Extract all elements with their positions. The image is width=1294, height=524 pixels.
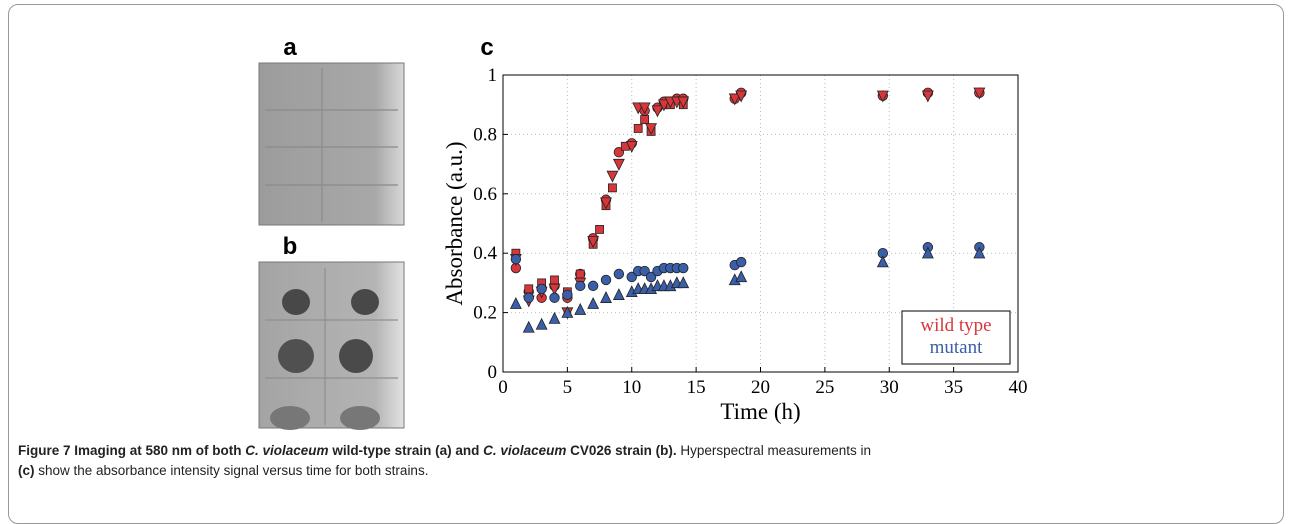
caption: Figure 7 Imaging at 580 nm of both C. vi… bbox=[18, 441, 1278, 481]
x-tick-label: 10 bbox=[622, 377, 641, 398]
point bbox=[562, 289, 573, 300]
point bbox=[574, 302, 587, 315]
point bbox=[638, 102, 651, 115]
x-tick-label: 40 bbox=[1009, 377, 1028, 398]
point bbox=[587, 236, 600, 249]
legend-box bbox=[901, 310, 1011, 365]
point bbox=[876, 90, 889, 103]
point bbox=[587, 296, 600, 309]
point bbox=[626, 271, 637, 283]
point bbox=[536, 283, 547, 295]
point bbox=[613, 268, 625, 280]
x-tick-label: 30 bbox=[880, 377, 899, 398]
point bbox=[600, 291, 612, 303]
legend-label: mutant bbox=[930, 337, 983, 358]
axes-box bbox=[502, 74, 1019, 373]
point bbox=[600, 274, 612, 286]
point bbox=[523, 292, 534, 303]
point bbox=[645, 123, 658, 136]
point bbox=[535, 317, 548, 330]
point bbox=[639, 265, 650, 277]
point bbox=[728, 93, 741, 106]
point bbox=[595, 225, 604, 234]
point bbox=[575, 280, 586, 292]
point bbox=[510, 253, 522, 265]
x-tick-label: 5 bbox=[563, 377, 573, 398]
y-tick-label: 1 bbox=[488, 65, 498, 86]
point bbox=[876, 255, 889, 268]
point bbox=[548, 311, 561, 324]
point bbox=[587, 280, 599, 292]
photo-b bbox=[258, 261, 405, 430]
point bbox=[973, 246, 986, 259]
x-tick-label: 35 bbox=[944, 377, 963, 398]
point bbox=[575, 269, 585, 279]
caption-text: show the absorbance intensity signal ver… bbox=[34, 463, 429, 478]
caption-text: Hyperspectral measurements in bbox=[676, 443, 871, 458]
point bbox=[973, 87, 986, 100]
x-tick-label: 25 bbox=[815, 377, 834, 398]
caption-text: CV026 strain (b). bbox=[566, 443, 677, 458]
panel-label: c bbox=[480, 34, 493, 61]
panel-label: a bbox=[283, 34, 297, 61]
page: a b c 0 5 10 15 20 25 30 35 40 0 0.2 0.4 0.6 0.8 1 Time… bbox=[8, 4, 1284, 524]
legend-label: wild type bbox=[920, 315, 991, 336]
point bbox=[561, 305, 574, 318]
caption-text: wild-type strain (a) and bbox=[328, 443, 484, 458]
point bbox=[522, 320, 535, 333]
point bbox=[608, 183, 617, 193]
point bbox=[550, 275, 559, 285]
point bbox=[921, 246, 934, 259]
caption-text: C. violaceum bbox=[483, 443, 567, 458]
point bbox=[735, 256, 747, 268]
point bbox=[548, 283, 561, 296]
figure: a b c 0 5 10 15 20 25 30 35 40 0 0.2 0.4 0.6 0.8 1 Time… bbox=[258, 34, 1028, 430]
point bbox=[640, 115, 650, 124]
point bbox=[524, 284, 534, 294]
point bbox=[633, 124, 643, 133]
y-tick-label: 0.6 bbox=[473, 184, 497, 205]
point bbox=[625, 141, 638, 153]
x-axis-label: Time (h) bbox=[720, 399, 800, 424]
point bbox=[657, 99, 670, 112]
point bbox=[677, 96, 690, 109]
point bbox=[509, 296, 522, 309]
point bbox=[651, 105, 664, 118]
y-axis-label: Absorbance (a.u.) bbox=[442, 141, 467, 305]
point bbox=[645, 271, 657, 283]
chart: 0 5 10 15 20 25 30 35 40 0 0.2 0.4 0.6 0.8 1 Time (h) Ab… bbox=[442, 65, 1028, 424]
y-tick-label: 0.2 bbox=[473, 303, 497, 324]
x-tick-label: 15 bbox=[687, 377, 706, 398]
y-tick-label: 0 bbox=[488, 362, 498, 383]
point bbox=[600, 197, 612, 210]
caption-text: Figure 7 Imaging at 580 nm of both bbox=[18, 443, 246, 458]
point bbox=[612, 288, 625, 300]
point bbox=[735, 270, 748, 283]
y-tick-label: 0.4 bbox=[473, 243, 497, 264]
point bbox=[612, 158, 625, 171]
x-tick-label: 0 bbox=[498, 377, 508, 398]
point bbox=[606, 170, 619, 183]
caption-text: C. violaceum bbox=[245, 443, 329, 458]
point bbox=[921, 90, 934, 103]
caption-text: (c) bbox=[18, 463, 35, 478]
point bbox=[735, 90, 748, 103]
photo-a bbox=[258, 62, 405, 226]
point bbox=[678, 262, 689, 274]
x-tick-label: 20 bbox=[751, 377, 770, 398]
point bbox=[677, 276, 690, 289]
panel-label: b bbox=[283, 233, 298, 260]
y-tick-label: 0.8 bbox=[473, 124, 497, 145]
point bbox=[549, 292, 560, 303]
